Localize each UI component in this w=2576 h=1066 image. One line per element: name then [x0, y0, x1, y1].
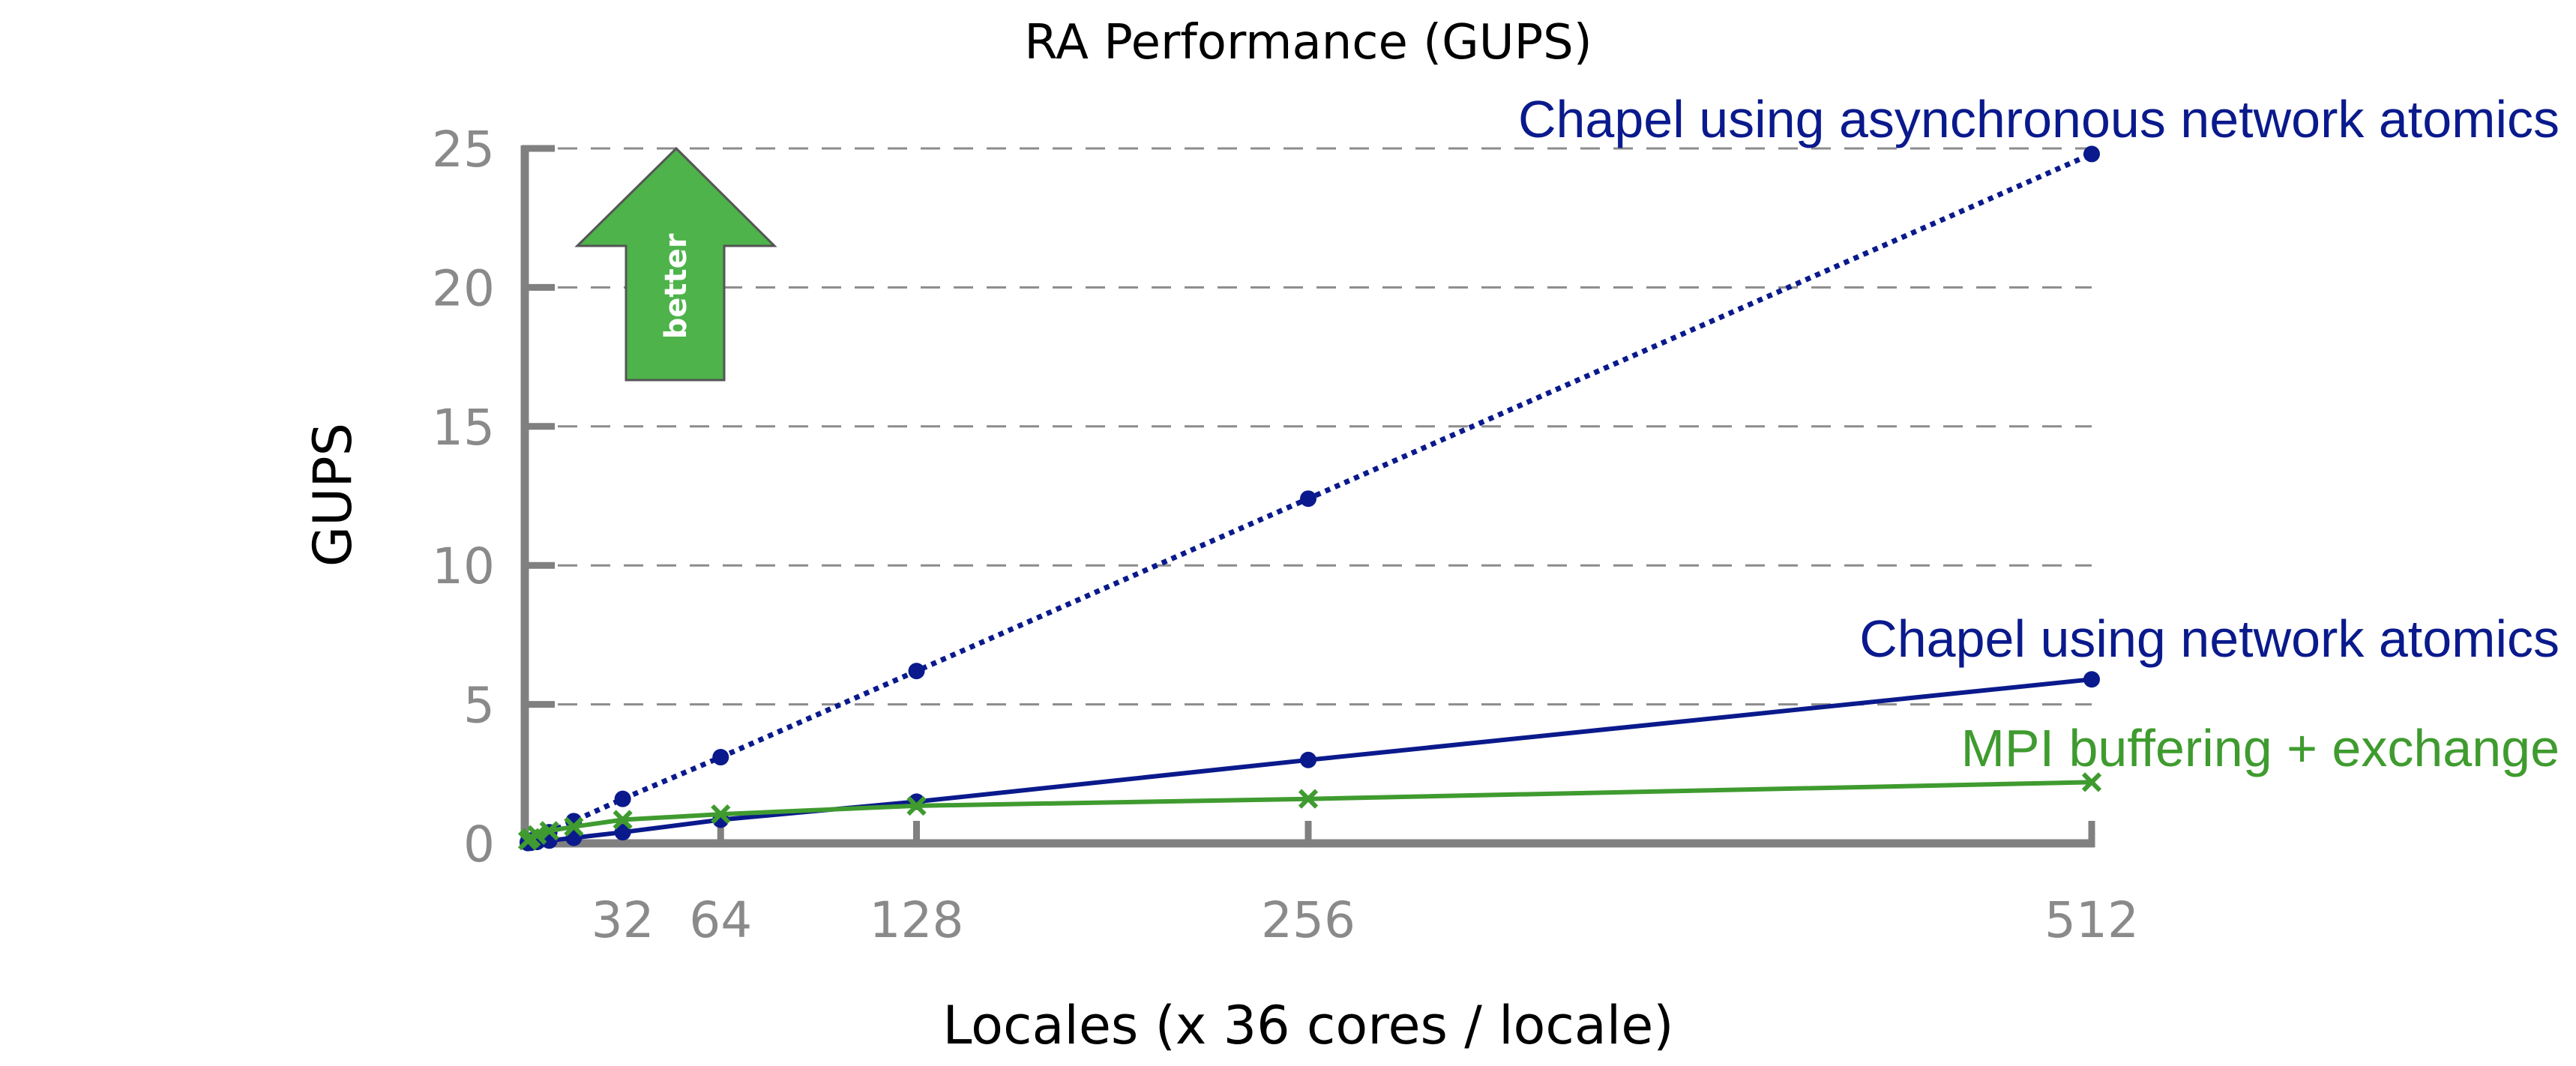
- data-point: [2081, 772, 2102, 792]
- y-tick-label: 20: [432, 259, 495, 317]
- better-text: better: [659, 233, 693, 339]
- series-layer: [517, 145, 2102, 852]
- data-point: [614, 824, 631, 841]
- series-line: [526, 151, 2093, 845]
- x-tick-label: 512: [2044, 891, 2139, 949]
- series-label-mpi: MPI buffering + exchange: [1961, 719, 2560, 777]
- axes: [520, 145, 2095, 848]
- data-point: [564, 816, 584, 837]
- x-tick-label: 128: [870, 891, 964, 949]
- series-label-network: Chapel using network atomics: [1859, 609, 2560, 668]
- y-axis-label: GUPS: [302, 423, 364, 567]
- data-point: [613, 810, 633, 830]
- better-arrow: better: [574, 146, 777, 382]
- x-tick-label: 256: [1261, 891, 1355, 949]
- chart-title: RA Performance (GUPS): [1024, 15, 1592, 70]
- series-3: [517, 772, 2102, 851]
- y-tick-label: 0: [463, 816, 495, 873]
- data-point: [711, 804, 731, 825]
- x-axis-label: Locales (x 36 cores / locale): [942, 995, 1673, 1056]
- data-point: [2083, 671, 2100, 688]
- data-point: [614, 790, 631, 807]
- data-point: [539, 821, 559, 841]
- series-1: [520, 145, 2100, 851]
- data-point: [908, 663, 925, 680]
- x-tick-label: 32: [592, 891, 654, 949]
- data-point: [1298, 789, 1319, 809]
- better-arrow-shape: [574, 146, 777, 382]
- y-tick-label: 5: [463, 677, 495, 735]
- y-tick-label: 10: [432, 537, 495, 595]
- y-tick-label: 25: [432, 121, 495, 178]
- data-point: [1300, 751, 1316, 768]
- data-point: [2083, 145, 2100, 163]
- y-tick-label: 15: [432, 399, 495, 457]
- y-tick-labels: 0 5 10 15 20 25: [432, 121, 495, 873]
- data-point: [712, 749, 729, 766]
- data-point: [1300, 490, 1316, 508]
- series-label-async: Chapel using asynchronous network atomic…: [1518, 90, 2560, 148]
- x-tick-label: 64: [689, 891, 752, 949]
- x-tick-labels: 32 64 128 256 512: [592, 891, 2139, 949]
- data-point: [906, 795, 927, 816]
